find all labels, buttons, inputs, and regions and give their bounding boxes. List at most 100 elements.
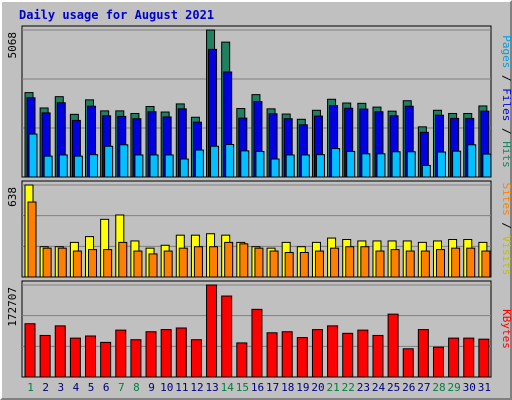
day-label: 12 xyxy=(190,381,203,394)
chart-title: Daily usage for August 2021 xyxy=(19,8,215,22)
day-label: 17 xyxy=(266,381,279,394)
bar-pages xyxy=(452,150,462,178)
legend-entry: / xyxy=(500,68,512,88)
bar-sites xyxy=(435,249,445,278)
bar-kbytes xyxy=(160,329,172,378)
legend-kbytes: KBytes xyxy=(500,309,512,349)
bar-sites xyxy=(103,249,113,278)
legend-visits: Sites / Visits xyxy=(500,183,512,276)
bar-pages xyxy=(225,144,235,178)
bar-pages xyxy=(285,154,295,178)
day-label: 20 xyxy=(311,381,324,394)
bar-kbytes xyxy=(463,337,475,378)
bar-pages xyxy=(89,154,99,178)
day-label: 30 xyxy=(463,381,476,394)
day-label: 22 xyxy=(342,381,355,394)
bar-kbytes xyxy=(54,325,66,378)
bar-kbytes xyxy=(24,323,36,378)
day-label: 24 xyxy=(372,381,386,394)
bar-sites xyxy=(314,250,324,278)
max-label-visits: 638 xyxy=(6,187,19,207)
bar-kbytes xyxy=(100,341,112,378)
day-label: 23 xyxy=(357,381,370,394)
bar-kbytes xyxy=(342,332,354,378)
bar-pages xyxy=(73,155,83,178)
bar-kbytes xyxy=(130,339,142,378)
day-label: 8 xyxy=(133,381,140,394)
day-label: 26 xyxy=(402,381,415,394)
bar-pages xyxy=(179,158,189,178)
bar-pages xyxy=(436,151,446,178)
bar-sites xyxy=(284,251,294,278)
bar-kbytes xyxy=(175,327,187,378)
bar-kbytes xyxy=(190,339,202,378)
bar-kbytes xyxy=(402,348,414,378)
day-label: 25 xyxy=(387,381,400,394)
bar-sites xyxy=(42,247,52,278)
bar-kbytes xyxy=(69,337,81,378)
bar-pages xyxy=(346,150,356,178)
bar-pages xyxy=(164,154,174,178)
bar-kbytes xyxy=(417,329,429,378)
bar-pages xyxy=(210,145,220,178)
bar-sites xyxy=(178,247,188,278)
day-label: 7 xyxy=(118,381,125,394)
day-label: 14 xyxy=(221,381,235,394)
legend-hits: Pages / Files / Hits xyxy=(500,35,512,168)
bar-sites xyxy=(345,246,355,278)
bar-sites xyxy=(466,247,476,278)
bar-sites xyxy=(390,249,400,278)
bar-sites xyxy=(133,250,143,278)
bar-kbytes xyxy=(221,295,233,378)
bar-kbytes xyxy=(432,346,444,378)
day-label: 31 xyxy=(478,381,491,394)
bar-pages xyxy=(134,154,144,178)
bar-pages xyxy=(376,153,386,178)
bar-pages xyxy=(240,150,250,178)
bar-sites xyxy=(420,250,430,278)
bar-sites xyxy=(224,241,234,278)
bar-kbytes xyxy=(311,329,323,378)
bar-pages xyxy=(255,150,265,178)
bar-kbytes xyxy=(266,332,278,378)
bar-pages xyxy=(119,144,129,178)
legend-entry: / xyxy=(500,216,512,236)
day-label: 6 xyxy=(103,381,110,394)
day-label: 5 xyxy=(88,381,95,394)
bar-pages xyxy=(331,148,341,178)
bar-kbytes xyxy=(327,325,339,378)
day-label: 16 xyxy=(251,381,264,394)
bar-pages xyxy=(58,154,68,178)
bar-pages xyxy=(300,154,310,178)
day-label: 29 xyxy=(448,381,461,394)
bar-sites xyxy=(148,253,158,278)
bar-pages xyxy=(149,154,159,178)
bar-pages xyxy=(467,144,477,178)
bar-pages xyxy=(361,153,371,178)
bar-sites xyxy=(239,243,249,278)
day-label: 2 xyxy=(42,381,49,394)
bar-sites xyxy=(481,250,491,278)
bar-kbytes xyxy=(296,337,308,378)
day-label: 15 xyxy=(236,381,249,394)
bar-sites xyxy=(360,246,370,278)
bar-sites xyxy=(118,241,128,278)
bar-pages xyxy=(270,158,280,178)
day-label: 11 xyxy=(175,381,188,394)
legend-entry: Hits xyxy=(500,141,512,168)
bar-pages xyxy=(482,153,492,178)
bar-sites xyxy=(27,201,37,278)
legend-entry: Pages xyxy=(500,35,512,68)
bar-sites xyxy=(88,249,98,278)
day-label: 27 xyxy=(417,381,430,394)
day-label: 21 xyxy=(327,381,340,394)
legend-entry: Files xyxy=(500,88,512,121)
bar-pages xyxy=(104,145,114,178)
bar-sites xyxy=(57,247,67,278)
bar-sites xyxy=(375,250,385,278)
bar-kbytes xyxy=(236,342,248,378)
bar-kbytes xyxy=(478,338,490,378)
bar-kbytes xyxy=(39,334,51,378)
day-label: 28 xyxy=(432,381,445,394)
